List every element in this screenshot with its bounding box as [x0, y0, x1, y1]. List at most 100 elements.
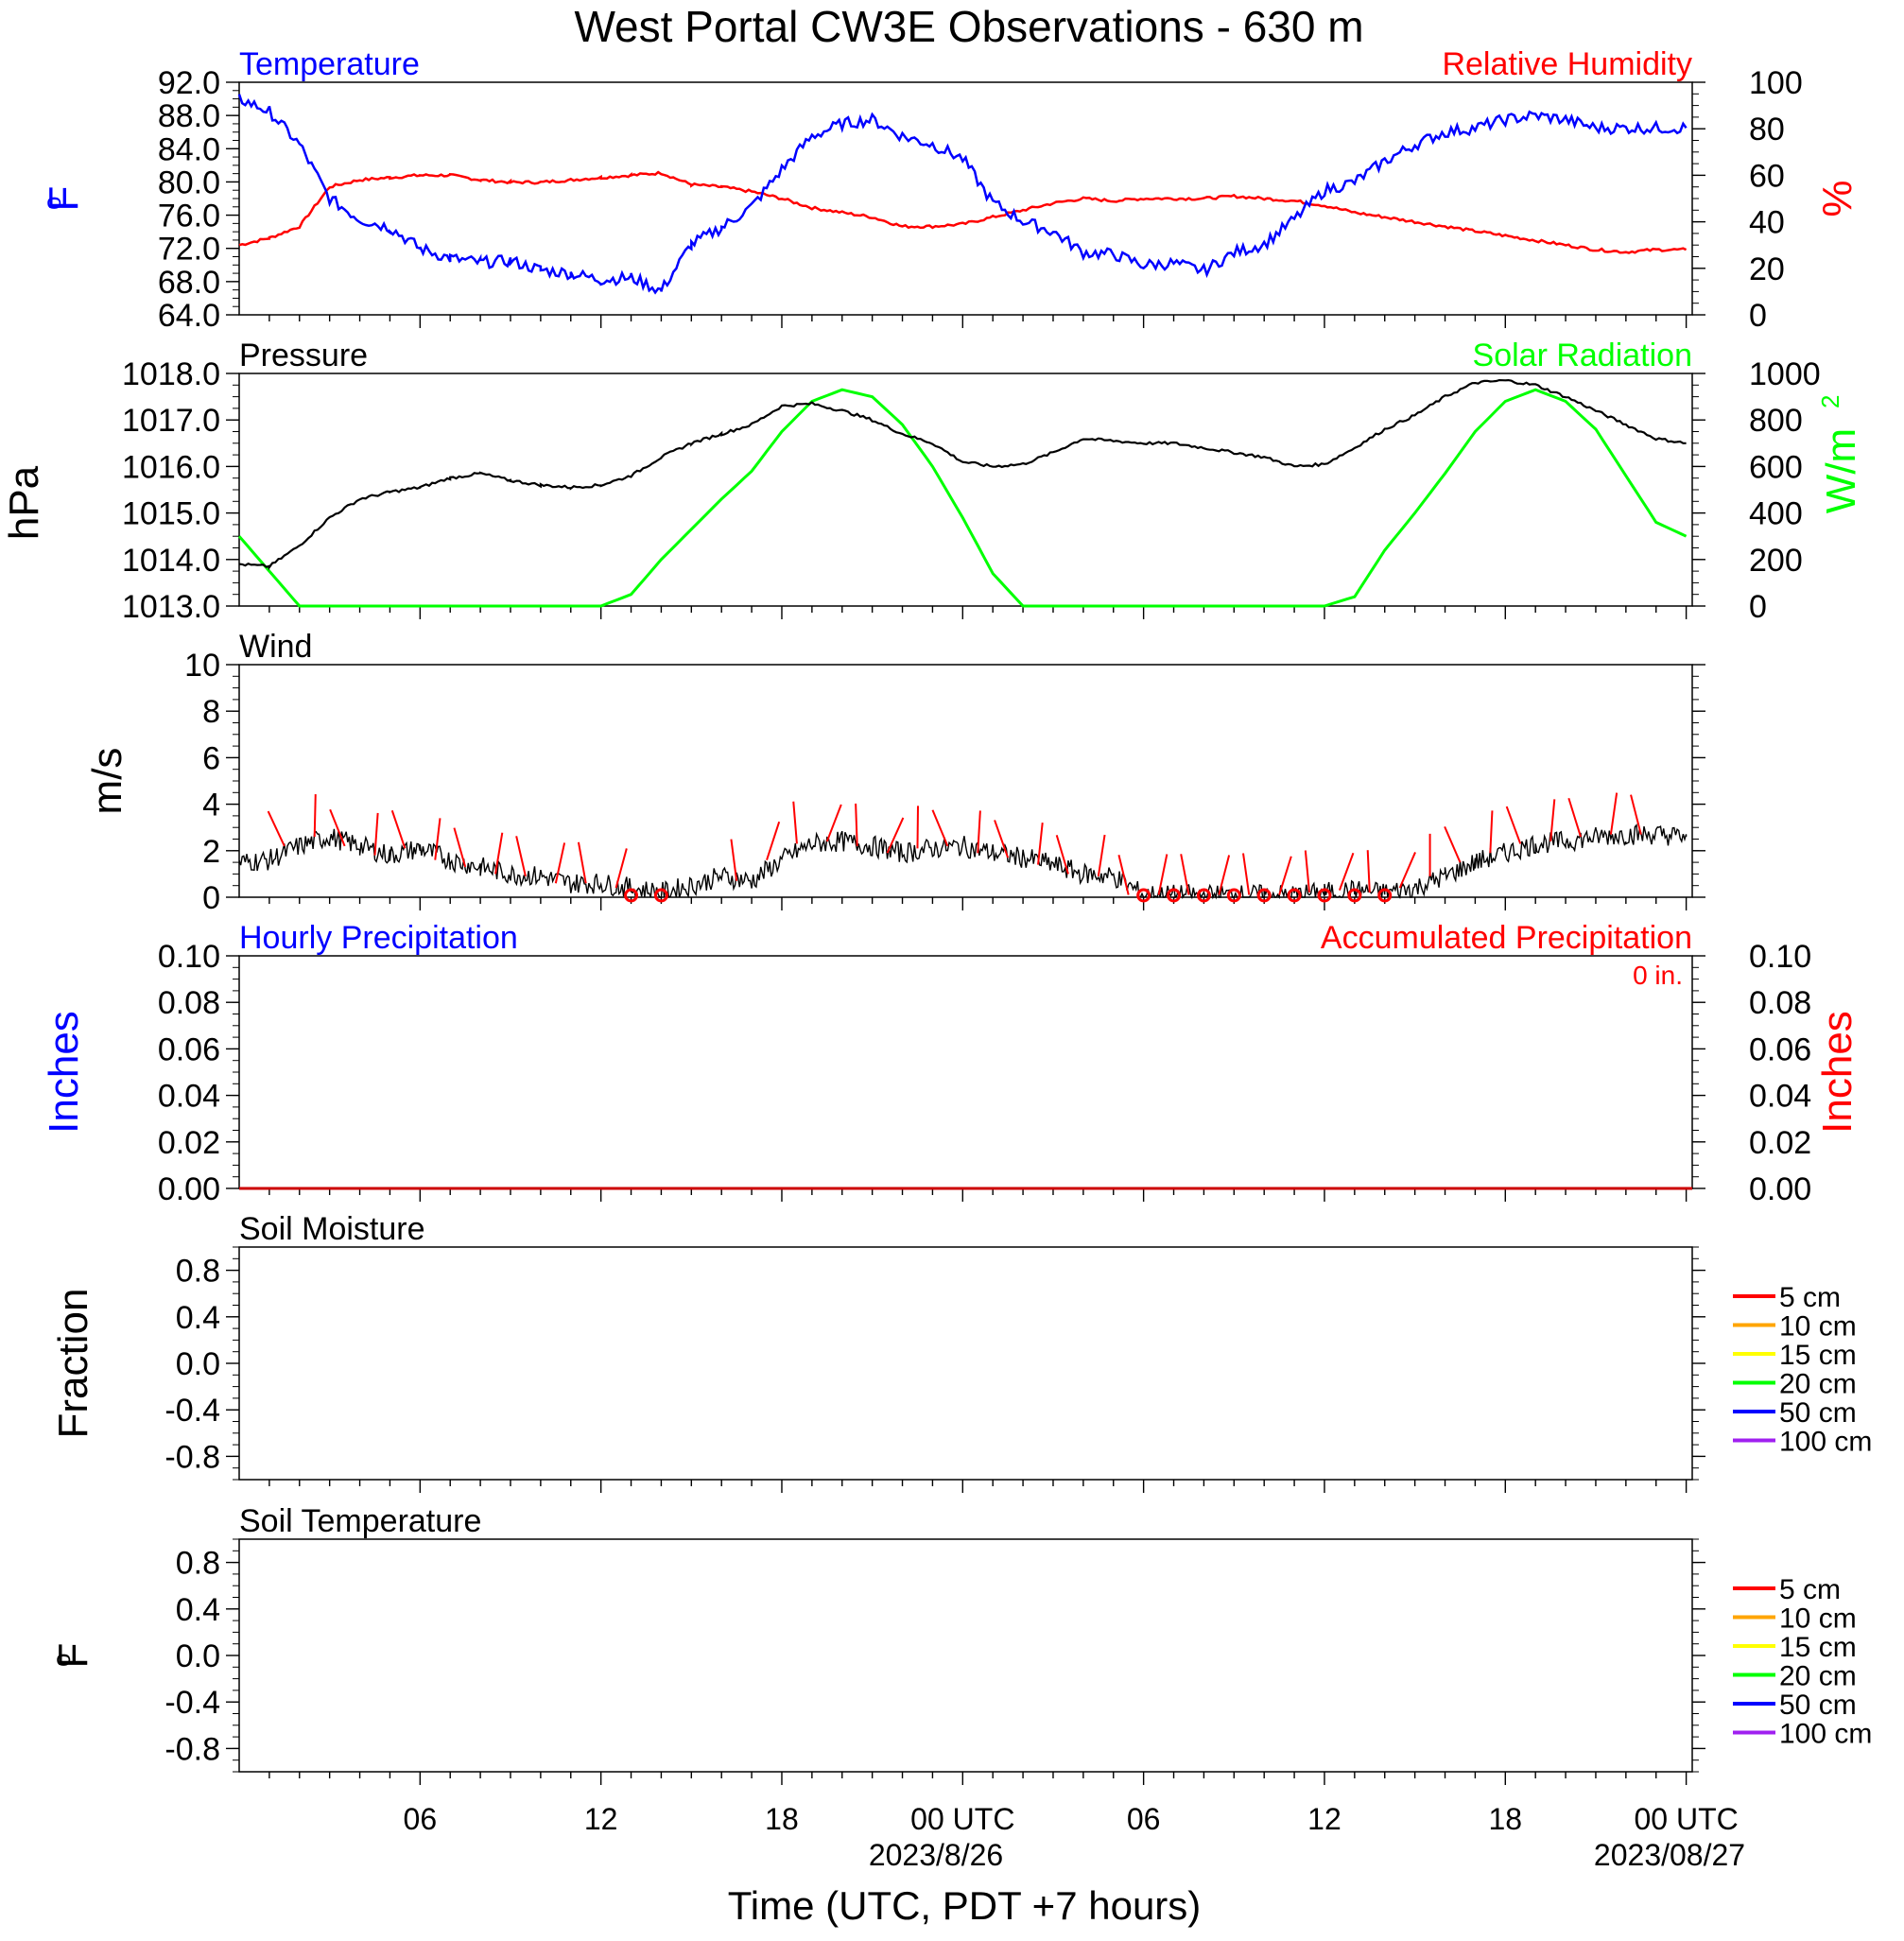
- soil-moisture-tick-label: 0.8: [176, 1254, 220, 1290]
- wind-barb: [1609, 792, 1618, 835]
- wind-barb: [1157, 854, 1168, 895]
- calm-wind-marker: [1377, 888, 1393, 903]
- wind-axis-label: m/s: [84, 748, 130, 815]
- calm-wind-marker: [1167, 888, 1182, 903]
- calm-wind-marker: [624, 888, 639, 903]
- soil-temp-tick-label: -0.8: [164, 1731, 220, 1767]
- soil-moisture-legend-label: 50 cm: [1779, 1397, 1857, 1429]
- solar-panel-title: Solar Radiation: [1473, 338, 1692, 373]
- x-tick-label: 00 UTC: [1634, 1802, 1738, 1836]
- pressure-tick-label: 1016.0: [122, 449, 220, 485]
- calm-wind-marker: [1256, 888, 1272, 903]
- solar-tick-label: 800: [1749, 403, 1803, 439]
- wind-barb: [1117, 855, 1130, 895]
- soil-moisture-legend-label: 100 cm: [1779, 1427, 1872, 1458]
- calm-wind-marker: [1196, 888, 1211, 903]
- hourly-precip-axis-label: Inches: [41, 1011, 87, 1134]
- humidity-tick-label: 80: [1749, 112, 1785, 147]
- temperature-tick-label: 92.0: [158, 65, 220, 101]
- soil-moisture-panel-title: Soil Moisture: [239, 1211, 425, 1247]
- soil-moisture-tick-label: -0.8: [164, 1439, 220, 1475]
- precip-tick-label: 0.08: [158, 985, 220, 1021]
- pressure-axis-label: hPa: [1, 465, 47, 540]
- calm-wind-marker: [1287, 888, 1302, 903]
- wind-barb: [1304, 850, 1311, 893]
- wind-barb: [730, 839, 738, 881]
- humidity-series-line: [238, 170, 1688, 254]
- wind-barb: [1549, 799, 1556, 842]
- wind-barb: [390, 809, 407, 849]
- temperature-series-line: [237, 94, 1688, 295]
- wind-panel-title: Wind: [239, 629, 312, 665]
- accum-precip-tick-label: 0.00: [1749, 1171, 1811, 1207]
- solar-axis-label: W/m: [1818, 428, 1864, 513]
- wind-barb: [1489, 810, 1494, 854]
- x-axis-title: Time (UTC, PDT +7 hours): [728, 1883, 1202, 1928]
- accum-precip-tick-label: 0.10: [1749, 939, 1811, 975]
- soil-moisture-legend-label: 10 cm: [1779, 1311, 1857, 1343]
- calm-wind-marker: [1347, 888, 1362, 903]
- precip-tick-label: 0.02: [158, 1125, 220, 1161]
- soil-temp-legend-label: 100 cm: [1779, 1719, 1872, 1750]
- wind-barb: [1037, 823, 1044, 865]
- humidity-axis-label: %: [1814, 180, 1861, 217]
- solar-tick-label: 0: [1749, 589, 1767, 625]
- x-tick-label: 12: [1307, 1802, 1341, 1836]
- soil-temp-tick-label: -0.4: [164, 1685, 220, 1721]
- x-axis-date-label: 2023/8/26: [869, 1838, 1003, 1872]
- wind-barb: [1338, 852, 1355, 891]
- temperature-tick-label: 68.0: [158, 265, 220, 301]
- soil-temp-legend-label: 20 cm: [1779, 1661, 1857, 1692]
- wind-barb: [766, 821, 781, 860]
- wind-barb: [434, 818, 441, 860]
- wind-barb: [1278, 856, 1292, 895]
- solar-axis-label-superscript: 2: [1816, 395, 1844, 408]
- soil-temp-legend-label: 50 cm: [1779, 1690, 1857, 1721]
- hourly-precip-title: Hourly Precipitation: [239, 920, 518, 956]
- accum-precip-tick-label: 0.08: [1749, 985, 1811, 1021]
- wind-barb: [1180, 854, 1190, 895]
- wind-tick-label: 0: [202, 880, 220, 916]
- x-axis: 06 12 18 00 UTC 06 12 18 00 UTC: [404, 1802, 1739, 1836]
- soil-temp-legend-label: 5 cm: [1779, 1574, 1841, 1605]
- accum-precip-tick-label: 0.06: [1749, 1031, 1811, 1067]
- temperature-axis-label-degree: o: [38, 197, 66, 210]
- wind-barb: [614, 848, 628, 889]
- soil-moisture-legend-label: 5 cm: [1779, 1282, 1841, 1313]
- wind-barb: [329, 808, 346, 847]
- solar-tick-label: 400: [1749, 496, 1803, 532]
- wind-tick-label: 6: [202, 740, 220, 776]
- x-tick-label: 00 UTC: [910, 1802, 1014, 1836]
- calm-wind-marker: [1226, 888, 1241, 903]
- humidity-panel-title: Relative Humidity: [1442, 46, 1692, 82]
- soil-temp-axis-label: F: [50, 1643, 96, 1669]
- wind-barb: [825, 804, 842, 842]
- x-tick-label: 18: [1488, 1802, 1522, 1836]
- soil-temp-tick-label: 0.4: [176, 1592, 220, 1628]
- pressure-panel-title: Pressure: [239, 338, 368, 373]
- pressure-series-line: [238, 378, 1687, 571]
- wind-barb: [577, 841, 587, 884]
- wind-barb: [494, 832, 504, 875]
- x-tick-label: 06: [1127, 1802, 1161, 1836]
- panels-group: 92.088.084.080.076.072.068.064.010080604…: [1, 46, 1872, 1785]
- pressure-tick-label: 1018.0: [122, 356, 220, 392]
- wind-tick-label: 4: [202, 788, 220, 823]
- x-tick-label: 18: [765, 1802, 799, 1836]
- humidity-tick-label: 20: [1749, 251, 1785, 287]
- wind-barb: [373, 812, 379, 856]
- soil-temp-panel-title: Soil Temperature: [239, 1503, 481, 1539]
- x-axis-date-label: 2023/08/27: [1594, 1838, 1745, 1872]
- wind-barb: [453, 827, 467, 868]
- wind-speed-line: [238, 823, 1688, 900]
- wind-barb: [1242, 853, 1251, 895]
- humidity-tick-label: 40: [1749, 205, 1785, 241]
- precip-tick-label: 0.06: [158, 1031, 220, 1067]
- solar-tick-label: 1000: [1749, 356, 1821, 392]
- pressure-tick-label: 1015.0: [122, 496, 220, 532]
- temperature-tick-label: 76.0: [158, 199, 220, 234]
- soil-temp-tick-label: 0.8: [176, 1546, 220, 1582]
- wind-barb: [1398, 852, 1416, 889]
- wind-barb: [1097, 834, 1106, 877]
- humidity-tick-label: 60: [1749, 158, 1785, 194]
